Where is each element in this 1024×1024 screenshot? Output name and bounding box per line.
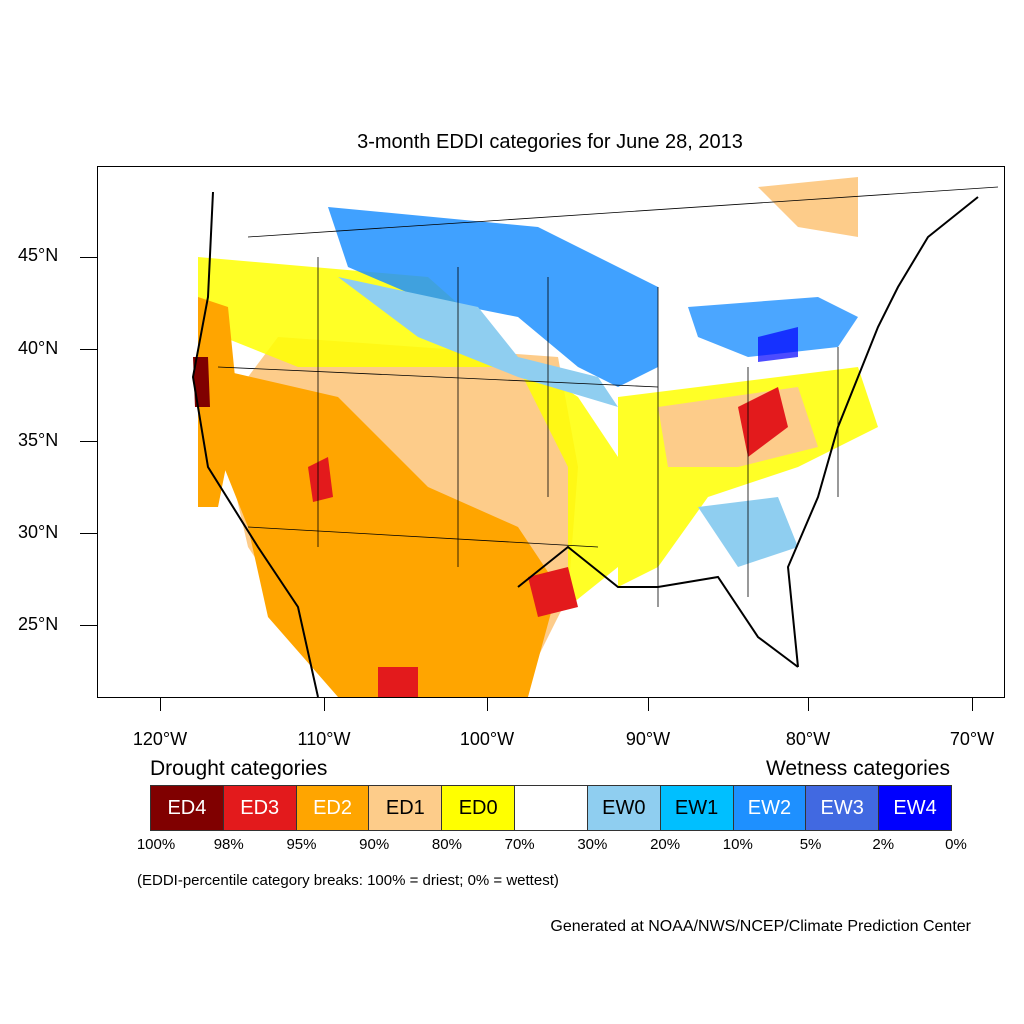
- legend-break-label: 5%: [799, 836, 822, 853]
- lon-tick: [972, 697, 973, 711]
- legend-swatch-ed4: ED4: [151, 786, 224, 830]
- legend-break-label: 0%: [945, 836, 967, 853]
- region-ed0-west: [198, 257, 618, 607]
- region-ed1-northeast: [758, 177, 858, 237]
- lat-tick: [80, 533, 97, 534]
- lat-label-45: 45°N: [18, 245, 59, 265]
- lon-label-120w: 120°W: [132, 729, 188, 749]
- lat-label-40: 40°N: [18, 338, 59, 358]
- legend-swatch-ed1: ED1: [369, 786, 443, 830]
- lat-label-30: 30°N: [18, 522, 59, 542]
- legend-break-label: 100%: [136, 836, 176, 853]
- lon-label-110w: 110°W: [297, 729, 351, 749]
- lon-tick: [808, 697, 809, 711]
- eddi-map: [191, 177, 999, 697]
- region-ew1-north: [328, 207, 658, 387]
- lon-label-90w: 90°W: [625, 729, 671, 749]
- legend-break-label: 80%: [431, 836, 462, 853]
- lat-tick: [80, 441, 97, 442]
- legend-swatch-ew3: EW3: [806, 786, 880, 830]
- region-ed3-texas: [528, 567, 578, 617]
- legend-swatch-neutral: [515, 786, 588, 830]
- legend-swatch-ew1: EW1: [660, 786, 734, 830]
- legend-break-label: 70%: [504, 836, 535, 853]
- legend-break-label: 10%: [722, 836, 753, 853]
- region-ew4-southern-ontario: [758, 327, 798, 362]
- legend-break-label: 30%: [577, 836, 608, 853]
- map-title: 3-month EDDI categories for June 28, 201…: [357, 131, 743, 153]
- legend-swatch-ed2: ED2: [296, 786, 370, 830]
- region-ed3-appalachia: [738, 387, 788, 457]
- lat-tick: [80, 257, 97, 258]
- lat-label-35: 35°N: [18, 430, 59, 450]
- legend-break-label: 98%: [213, 836, 244, 853]
- region-west-coast: [198, 297, 238, 507]
- legend-break-label: 20%: [650, 836, 681, 853]
- state-boundaries: [217, 186, 999, 607]
- legend-break-label: 90%: [359, 836, 390, 853]
- map-panel: [97, 166, 1005, 698]
- lon-label-100w: 100°W: [459, 729, 515, 749]
- region-ed3-arizona: [308, 457, 333, 502]
- coastlines: [191, 191, 979, 697]
- credit-line: Generated at NOAA/NWS/NCEP/Climate Predi…: [550, 918, 971, 935]
- region-ed4-ca-coast: [193, 357, 210, 407]
- legend-swatch-ed0: ED0: [442, 786, 516, 830]
- legend-swatch-ew4: EW4: [879, 786, 951, 830]
- legend-colorbar: ED4 ED3 ED2 ED1 ED0 EW0 EW1 EW2 EW3 EW4: [150, 785, 952, 831]
- region-ed3-mexico: [378, 667, 418, 697]
- lon-tick: [487, 697, 488, 711]
- lon-label-80w: 80°W: [785, 729, 831, 749]
- lat-tick: [80, 349, 97, 350]
- legend-break-label: 2%: [872, 836, 895, 853]
- drought-categories-heading: Drought categories: [150, 757, 328, 780]
- region-ew2-great-lakes: [688, 297, 858, 357]
- legend-swatch-ew2: EW2: [733, 786, 807, 830]
- category-breaks-note: (EDDI-percentile category breaks: 100% =…: [137, 872, 559, 889]
- legend-break-label: 95%: [286, 836, 317, 853]
- lon-tick: [648, 697, 649, 711]
- legend-swatch-ew0: EW0: [587, 786, 661, 830]
- lat-tick: [80, 625, 97, 626]
- lon-tick: [160, 697, 161, 711]
- legend-swatch-ed3: ED3: [223, 786, 297, 830]
- region-ed2-southwest: [208, 367, 558, 697]
- lat-label-25: 25°N: [18, 614, 59, 634]
- wetness-categories-heading: Wetness categories: [765, 757, 950, 780]
- lon-label-70w: 70°W: [949, 729, 995, 749]
- lon-tick: [324, 697, 325, 711]
